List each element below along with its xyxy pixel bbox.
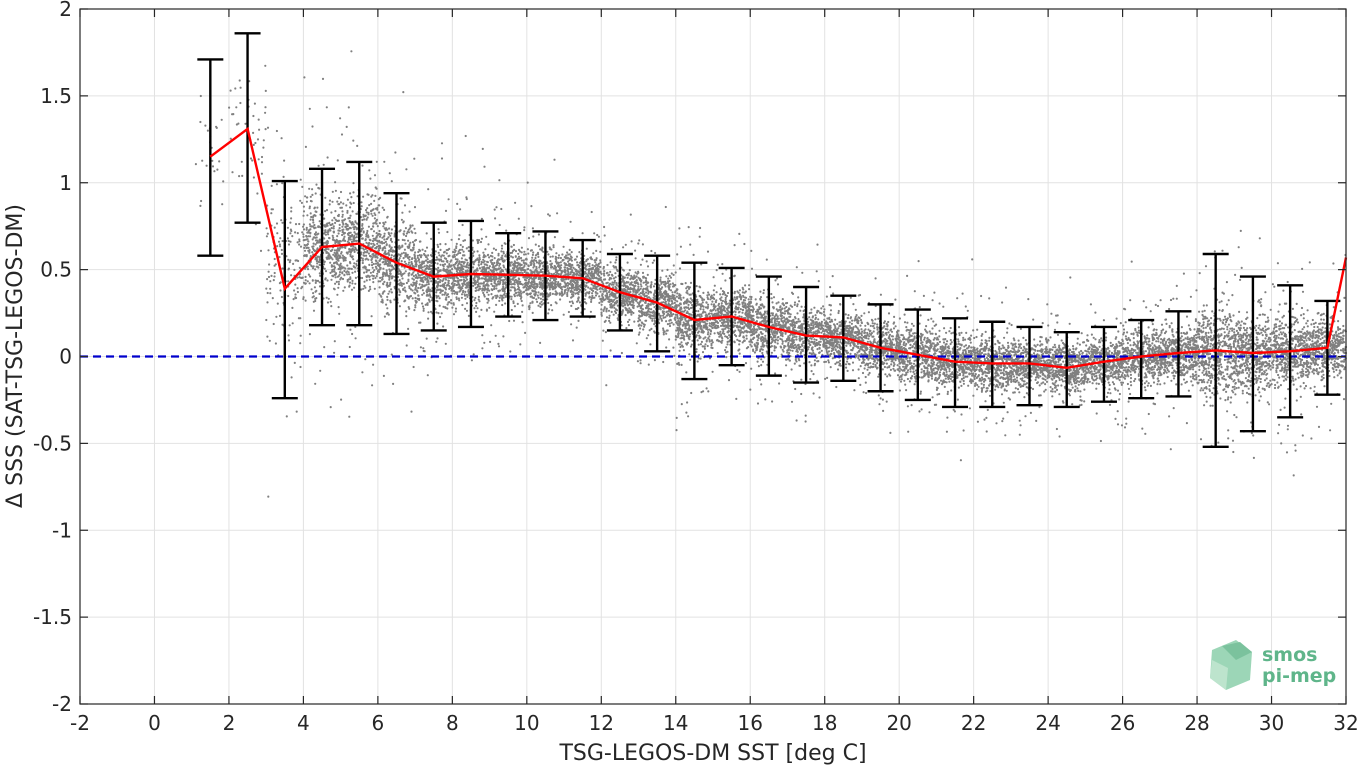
mean-line bbox=[209, 126, 1348, 370]
y-tick-label: -2 bbox=[52, 692, 72, 716]
x-tick-label: 8 bbox=[446, 711, 459, 735]
x-axis-ticks: -2 0 2 4 6 8 10 12 14 16 18 20 22 24 26 28 30 32 bbox=[70, 9, 1359, 735]
y-tick-label: 1 bbox=[59, 171, 72, 195]
x-tick-label: 0 bbox=[148, 711, 161, 735]
x-tick-label: 2 bbox=[223, 711, 236, 735]
y-axis-label: Δ SSS (SAT-TSG-LEGOS-DM) bbox=[3, 204, 28, 508]
x-tick-label: 14 bbox=[663, 711, 688, 735]
logo-line-1: smos bbox=[1262, 644, 1317, 666]
x-tick-label: 32 bbox=[1333, 711, 1358, 735]
x-tick-label: 10 bbox=[514, 711, 539, 735]
x-tick-label: 6 bbox=[372, 711, 385, 735]
y-tick-label: 0 bbox=[59, 345, 72, 369]
logo-line-2: pi-mep bbox=[1262, 665, 1336, 687]
smos-pimep-logo-icon bbox=[1210, 640, 1252, 690]
x-tick-label: 4 bbox=[297, 711, 310, 735]
y-tick-label: -0.5 bbox=[33, 431, 72, 455]
x-tick-label: 30 bbox=[1259, 711, 1284, 735]
x-tick-label: 12 bbox=[589, 711, 614, 735]
x-axis-label: TSG-LEGOS-DM SST [deg C] bbox=[558, 741, 866, 766]
y-axis-ticks: -2 -1.5 -1 -0.5 0 0.5 1 1.5 2 bbox=[33, 0, 1346, 716]
logo: smos pi-mep bbox=[1210, 640, 1336, 690]
x-tick-label: 22 bbox=[961, 711, 986, 735]
scatter-cloud bbox=[194, 50, 1348, 498]
scatter-points bbox=[194, 50, 1348, 498]
y-tick-label: -1.5 bbox=[33, 605, 72, 629]
y-tick-label: 2 bbox=[59, 0, 72, 21]
x-tick-label: 28 bbox=[1184, 711, 1209, 735]
error-bars bbox=[197, 32, 1341, 449]
x-tick-label: 24 bbox=[1035, 711, 1060, 735]
x-tick-label: 26 bbox=[1110, 711, 1135, 735]
x-tick-label: 16 bbox=[738, 711, 763, 735]
y-tick-label: -1 bbox=[52, 518, 72, 542]
x-tick-label: 20 bbox=[886, 711, 911, 735]
y-tick-label: 1.5 bbox=[40, 84, 72, 108]
x-tick-label: -2 bbox=[70, 711, 90, 735]
y-tick-label: 0.5 bbox=[40, 258, 72, 282]
x-tick-label: 18 bbox=[812, 711, 837, 735]
